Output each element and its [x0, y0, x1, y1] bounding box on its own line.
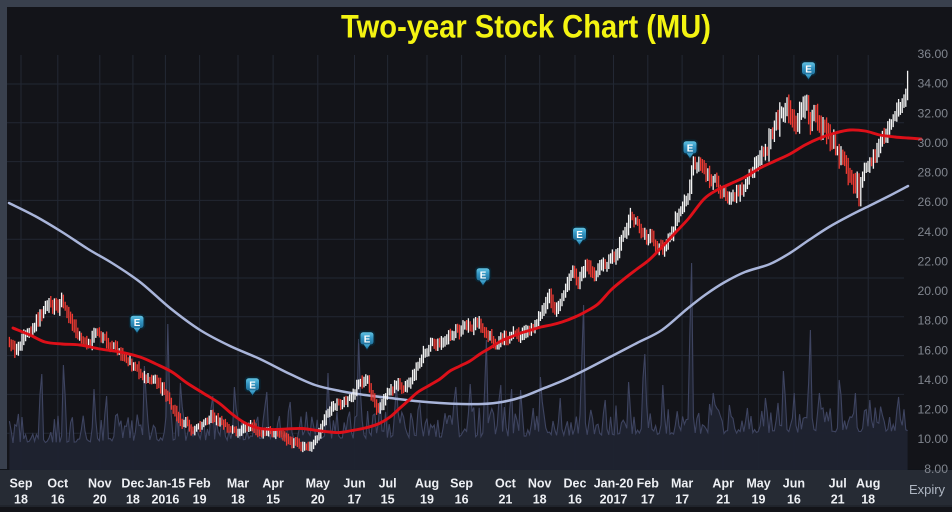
svg-text:21: 21 — [831, 493, 845, 507]
svg-text:34.00: 34.00 — [918, 77, 949, 91]
svg-text:Jul: Jul — [829, 477, 847, 491]
svg-text:19: 19 — [752, 493, 766, 507]
svg-text:May: May — [306, 477, 330, 491]
svg-text:Two-year Stock Chart (MU): Two-year Stock Chart (MU) — [341, 9, 711, 45]
svg-text:Mar: Mar — [671, 477, 693, 491]
svg-text:18: 18 — [126, 493, 140, 507]
svg-text:Feb: Feb — [188, 477, 211, 491]
svg-text:8.00: 8.00 — [924, 462, 948, 476]
svg-text:Nov: Nov — [528, 477, 552, 491]
svg-text:18: 18 — [14, 493, 28, 507]
svg-text:15: 15 — [266, 493, 280, 507]
svg-text:22.00: 22.00 — [918, 254, 949, 268]
svg-text:16: 16 — [568, 493, 582, 507]
svg-text:Sep: Sep — [10, 477, 33, 491]
svg-text:E: E — [576, 230, 583, 241]
svg-text:19: 19 — [193, 493, 207, 507]
svg-text:32.00: 32.00 — [918, 106, 949, 120]
svg-text:17: 17 — [641, 493, 655, 507]
svg-text:Jun: Jun — [343, 477, 365, 491]
svg-text:E: E — [805, 64, 812, 75]
svg-text:Apr: Apr — [262, 477, 284, 491]
svg-text:Jul: Jul — [379, 477, 397, 491]
svg-text:E: E — [364, 334, 371, 345]
svg-text:Aug: Aug — [856, 477, 880, 491]
svg-text:Dec: Dec — [121, 477, 144, 491]
svg-text:10.00: 10.00 — [918, 432, 949, 446]
svg-text:16: 16 — [455, 493, 469, 507]
svg-text:16.00: 16.00 — [918, 343, 949, 357]
svg-text:26.00: 26.00 — [918, 195, 949, 209]
svg-text:Sep: Sep — [450, 477, 473, 491]
svg-text:Expiry: Expiry — [909, 482, 946, 497]
svg-text:Apr: Apr — [712, 477, 734, 491]
svg-text:15: 15 — [381, 493, 395, 507]
svg-text:Jan-15: Jan-15 — [146, 477, 186, 491]
svg-text:16: 16 — [51, 493, 65, 507]
svg-text:18.00: 18.00 — [918, 314, 949, 328]
svg-text:18: 18 — [533, 493, 547, 507]
svg-text:Mar: Mar — [227, 477, 249, 491]
svg-text:Oct: Oct — [47, 477, 69, 491]
svg-text:18: 18 — [231, 493, 245, 507]
svg-text:24.00: 24.00 — [918, 225, 949, 239]
svg-text:Nov: Nov — [88, 477, 112, 491]
svg-text:2016: 2016 — [151, 493, 179, 507]
svg-text:20: 20 — [311, 493, 325, 507]
svg-text:20.00: 20.00 — [918, 284, 949, 298]
svg-text:20: 20 — [93, 493, 107, 507]
svg-text:12.00: 12.00 — [918, 403, 949, 417]
svg-text:28.00: 28.00 — [918, 166, 949, 180]
svg-text:17: 17 — [348, 493, 362, 507]
svg-text:2017: 2017 — [600, 493, 628, 507]
svg-text:Feb: Feb — [637, 477, 660, 491]
svg-text:21: 21 — [498, 493, 512, 507]
svg-text:17: 17 — [675, 493, 689, 507]
svg-text:E: E — [249, 380, 256, 391]
svg-text:E: E — [480, 270, 487, 281]
svg-text:21: 21 — [716, 493, 730, 507]
svg-text:E: E — [134, 318, 141, 329]
svg-text:16: 16 — [787, 493, 801, 507]
svg-text:36.00: 36.00 — [918, 47, 949, 61]
svg-text:Dec: Dec — [564, 477, 587, 491]
svg-text:Oct: Oct — [495, 477, 517, 491]
svg-text:18: 18 — [861, 493, 875, 507]
svg-text:Jan-20: Jan-20 — [594, 477, 634, 491]
svg-text:Jun: Jun — [783, 477, 805, 491]
svg-text:14.00: 14.00 — [918, 373, 949, 387]
svg-text:Aug: Aug — [415, 477, 439, 491]
svg-text:May: May — [746, 477, 770, 491]
svg-text:30.00: 30.00 — [918, 136, 949, 150]
svg-text:19: 19 — [420, 493, 434, 507]
svg-text:E: E — [687, 143, 694, 154]
